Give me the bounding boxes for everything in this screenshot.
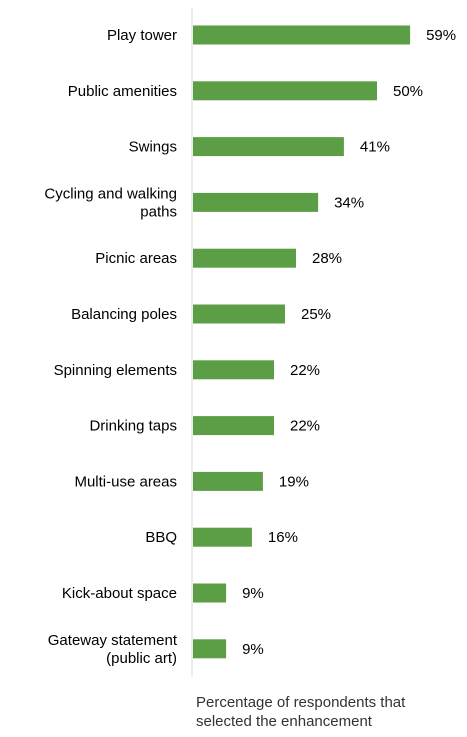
category-label: Play tower <box>107 27 177 44</box>
bar <box>193 248 296 268</box>
category-label-line: Play tower <box>107 27 177 44</box>
category-label-line: Drinking taps <box>89 418 177 435</box>
category-label-line: Swings <box>129 139 177 156</box>
value-label: 34% <box>334 194 364 211</box>
value-label: 41% <box>360 139 390 156</box>
category-label: Balancing poles <box>71 306 177 323</box>
category-label-line: BBQ <box>145 529 177 546</box>
bar <box>193 527 252 547</box>
category-label: BBQ <box>145 529 177 546</box>
value-label: 9% <box>242 641 264 658</box>
value-label: 50% <box>393 83 423 100</box>
value-label: 28% <box>312 250 342 267</box>
bar <box>193 304 285 324</box>
value-label: 25% <box>301 306 331 323</box>
value-label: 22% <box>290 418 320 435</box>
bar <box>193 25 411 45</box>
bar <box>193 81 377 101</box>
category-label-line: Multi-use areas <box>74 473 177 490</box>
category-label: Cycling and walking paths <box>44 185 177 220</box>
x-axis-title: Percentage of respondents that selected … <box>196 694 406 730</box>
value-label: 19% <box>279 473 309 490</box>
category-label-line: Spinning elements <box>54 362 177 379</box>
bar <box>193 192 319 212</box>
category-label: Public amenities <box>68 83 177 100</box>
category-label: Spinning elements <box>54 362 177 379</box>
category-label-line: Picnic areas <box>95 250 177 267</box>
category-label: Gateway statement (public art) <box>48 632 178 667</box>
bar <box>193 137 344 157</box>
bar <box>193 583 227 603</box>
value-label: 16% <box>268 529 298 546</box>
category-label-line: (public art) <box>106 650 177 667</box>
category-label-line: Kick-about space <box>62 585 177 602</box>
category-label-line: Cycling and walking <box>44 185 177 202</box>
category-label: Multi-use areas <box>74 473 177 490</box>
category-label: Picnic areas <box>95 250 177 267</box>
value-label: 59% <box>426 27 456 44</box>
bar <box>193 360 274 380</box>
category-label: Kick-about space <box>62 585 177 602</box>
value-label: 22% <box>290 362 320 379</box>
bar <box>193 416 274 436</box>
category-label-line: Gateway statement <box>48 632 178 649</box>
bar <box>193 639 227 659</box>
category-label-line: Balancing poles <box>71 306 177 323</box>
bar <box>193 471 263 491</box>
category-label-line: Public amenities <box>68 83 177 100</box>
category-label: Drinking taps <box>89 418 177 435</box>
category-label: Swings <box>129 139 177 156</box>
value-label: 9% <box>242 585 264 602</box>
category-label-line: paths <box>140 203 177 220</box>
